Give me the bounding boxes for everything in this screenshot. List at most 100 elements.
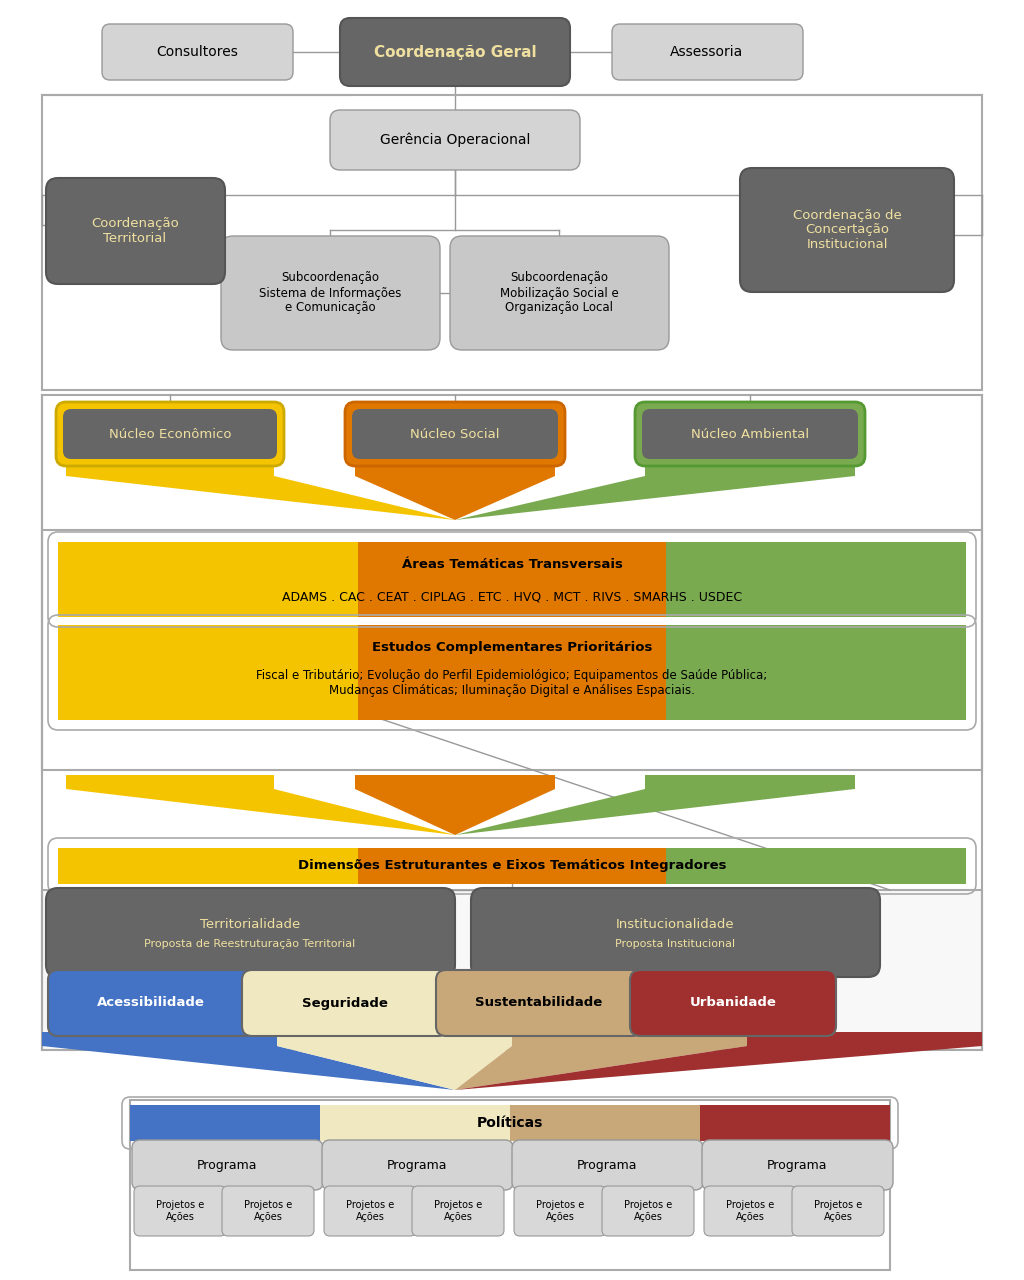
- Bar: [223, 955, 278, 965]
- Bar: [746, 1032, 982, 1046]
- FancyBboxPatch shape: [46, 178, 225, 284]
- Bar: [813, 900, 868, 910]
- Text: Núcleo Econômico: Núcleo Econômico: [109, 428, 231, 440]
- FancyBboxPatch shape: [602, 1187, 694, 1236]
- Text: Projetos e
Ações: Projetos e Ações: [726, 1201, 774, 1222]
- Polygon shape: [455, 1046, 982, 1091]
- Bar: [319, 1105, 510, 1140]
- FancyBboxPatch shape: [56, 402, 284, 466]
- Text: Estudos Complementares Prioritários: Estudos Complementares Prioritários: [372, 640, 652, 654]
- Text: Assessoria: Assessoria: [671, 45, 743, 59]
- FancyBboxPatch shape: [324, 1187, 416, 1236]
- FancyBboxPatch shape: [630, 970, 836, 1036]
- Bar: [168, 900, 223, 910]
- Bar: [113, 955, 168, 965]
- Bar: [703, 900, 758, 910]
- Bar: [357, 541, 667, 617]
- Bar: [538, 955, 593, 965]
- Polygon shape: [355, 788, 555, 835]
- FancyBboxPatch shape: [242, 970, 449, 1036]
- Bar: [813, 955, 868, 965]
- FancyBboxPatch shape: [134, 1187, 226, 1236]
- Text: Projetos e
Ações: Projetos e Ações: [244, 1201, 292, 1222]
- Text: Sustentabilidade: Sustentabilidade: [475, 997, 603, 1010]
- Bar: [355, 462, 555, 476]
- Bar: [278, 1032, 512, 1046]
- FancyBboxPatch shape: [512, 1140, 703, 1190]
- Text: Áreas Temáticas Transversais: Áreas Temáticas Transversais: [401, 558, 623, 571]
- Text: Políticas: Políticas: [477, 1116, 543, 1130]
- FancyBboxPatch shape: [471, 888, 880, 977]
- Text: Projetos e
Ações: Projetos e Ações: [814, 1201, 862, 1222]
- Text: Programa: Programa: [577, 1158, 637, 1171]
- Bar: [648, 955, 703, 965]
- Bar: [130, 1100, 890, 1270]
- Bar: [357, 625, 667, 719]
- Bar: [66, 462, 274, 476]
- Bar: [168, 955, 223, 965]
- Bar: [113, 900, 168, 910]
- Bar: [357, 847, 667, 884]
- Polygon shape: [455, 1046, 746, 1091]
- Text: Proposta Institucional: Proposta Institucional: [615, 940, 735, 950]
- Polygon shape: [42, 1046, 455, 1091]
- Text: Consultores: Consultores: [156, 45, 238, 59]
- Text: Gerência Operacional: Gerência Operacional: [380, 133, 530, 147]
- Text: Projetos e
Ações: Projetos e Ações: [156, 1201, 204, 1222]
- Bar: [278, 955, 333, 965]
- Bar: [42, 890, 982, 1050]
- Bar: [538, 900, 593, 910]
- FancyBboxPatch shape: [450, 236, 669, 349]
- FancyBboxPatch shape: [352, 410, 558, 460]
- Bar: [593, 900, 648, 910]
- FancyBboxPatch shape: [436, 970, 642, 1036]
- Bar: [58, 847, 357, 884]
- Text: Urbanidade: Urbanidade: [689, 997, 776, 1010]
- Bar: [645, 774, 855, 788]
- Bar: [130, 1105, 319, 1140]
- FancyBboxPatch shape: [345, 402, 565, 466]
- Text: Projetos e
Ações: Projetos e Ações: [536, 1201, 584, 1222]
- Text: Proposta de Reestruturação Territorial: Proposta de Reestruturação Territorial: [144, 940, 355, 950]
- Bar: [483, 900, 538, 910]
- Polygon shape: [66, 788, 455, 835]
- FancyBboxPatch shape: [221, 236, 440, 349]
- Text: Projetos e
Ações: Projetos e Ações: [346, 1201, 394, 1222]
- FancyBboxPatch shape: [340, 18, 570, 86]
- Bar: [758, 900, 813, 910]
- FancyBboxPatch shape: [46, 888, 455, 977]
- Polygon shape: [66, 476, 455, 520]
- Bar: [667, 541, 966, 617]
- FancyBboxPatch shape: [322, 1140, 513, 1190]
- FancyBboxPatch shape: [612, 24, 803, 79]
- FancyBboxPatch shape: [222, 1187, 314, 1236]
- Bar: [388, 900, 443, 910]
- Polygon shape: [355, 476, 555, 520]
- Bar: [66, 774, 274, 788]
- Text: ADAMS . CAC . CEAT . CIPLAG . ETC . HVQ . MCT . RIVS . SMARHS . USDEC: ADAMS . CAC . CEAT . CIPLAG . ETC . HVQ …: [282, 590, 742, 603]
- FancyBboxPatch shape: [102, 24, 293, 79]
- Bar: [58, 541, 357, 617]
- Polygon shape: [278, 1046, 512, 1091]
- Text: Subcoordenação
Mobilização Social e
Organização Local: Subcoordenação Mobilização Social e Orga…: [500, 271, 618, 315]
- Bar: [645, 462, 855, 476]
- Text: Programa: Programa: [387, 1158, 447, 1171]
- Bar: [42, 530, 982, 771]
- Bar: [42, 95, 982, 390]
- Bar: [333, 955, 388, 965]
- FancyBboxPatch shape: [412, 1187, 504, 1236]
- FancyBboxPatch shape: [702, 1140, 893, 1190]
- Text: Institucionalidade: Institucionalidade: [615, 918, 734, 932]
- Text: Territorialidade: Territorialidade: [200, 918, 300, 932]
- FancyBboxPatch shape: [740, 168, 954, 292]
- FancyBboxPatch shape: [635, 402, 865, 466]
- FancyBboxPatch shape: [792, 1187, 884, 1236]
- Text: Coordenação Geral: Coordenação Geral: [374, 45, 537, 59]
- Bar: [593, 955, 648, 965]
- FancyBboxPatch shape: [330, 110, 580, 170]
- Bar: [42, 1032, 278, 1046]
- Polygon shape: [455, 788, 855, 835]
- Text: Projetos e
Ações: Projetos e Ações: [434, 1201, 482, 1222]
- Text: Coordenação
Territorial: Coordenação Territorial: [91, 218, 179, 244]
- Text: Programa: Programa: [197, 1158, 257, 1171]
